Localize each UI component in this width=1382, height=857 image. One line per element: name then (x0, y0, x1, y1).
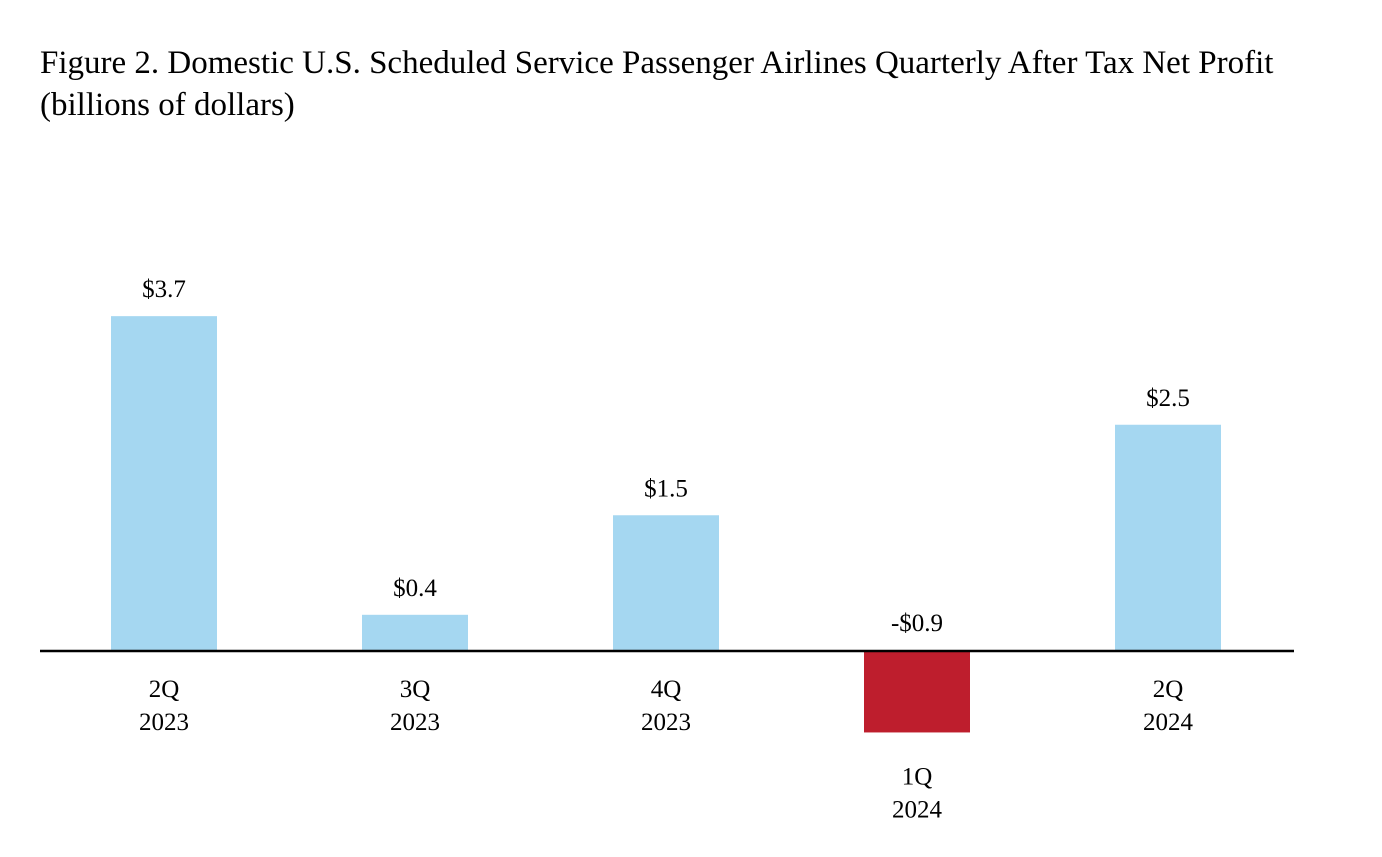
category-label-year-2: 2023 (641, 709, 691, 736)
category-label-year-3: 2024 (892, 796, 943, 823)
chart-title-line1: Figure 2. Domestic U.S. Scheduled Servic… (40, 45, 1274, 81)
bar-0 (111, 316, 217, 651)
chart-title-line2: (billions of dollars) (40, 87, 295, 123)
bar-4 (1115, 424, 1221, 651)
data-label-3: -$0.9 (891, 610, 943, 637)
category-label-quarter-2: 4Q (651, 676, 682, 703)
category-label-quarter-4: 2Q (1153, 676, 1184, 703)
category-label-quarter-1: 3Q (400, 676, 431, 703)
bar-2 (613, 515, 719, 651)
category-label-year-0: 2023 (139, 709, 189, 736)
bar-1 (362, 614, 468, 651)
chart-title: Figure 2. Domestic U.S. Scheduled Servic… (40, 42, 1370, 126)
data-label-2: $1.5 (644, 475, 688, 502)
data-label-1: $0.4 (393, 575, 437, 602)
category-label-quarter-3: 1Q (902, 763, 933, 790)
data-label-0: $3.7 (142, 276, 186, 303)
bars-layer (111, 316, 1221, 733)
bar-3 (864, 651, 970, 733)
category-label-year-4: 2024 (1143, 709, 1194, 736)
category-label-year-1: 2023 (390, 709, 440, 736)
data-label-4: $2.5 (1146, 385, 1190, 412)
labels-layer: $3.7 2Q 2023 $0.4 3Q 2023 $1.5 4Q 2023 -$0.9 1Q 202… (139, 276, 1194, 823)
category-label-quarter-0: 2Q (149, 676, 180, 703)
